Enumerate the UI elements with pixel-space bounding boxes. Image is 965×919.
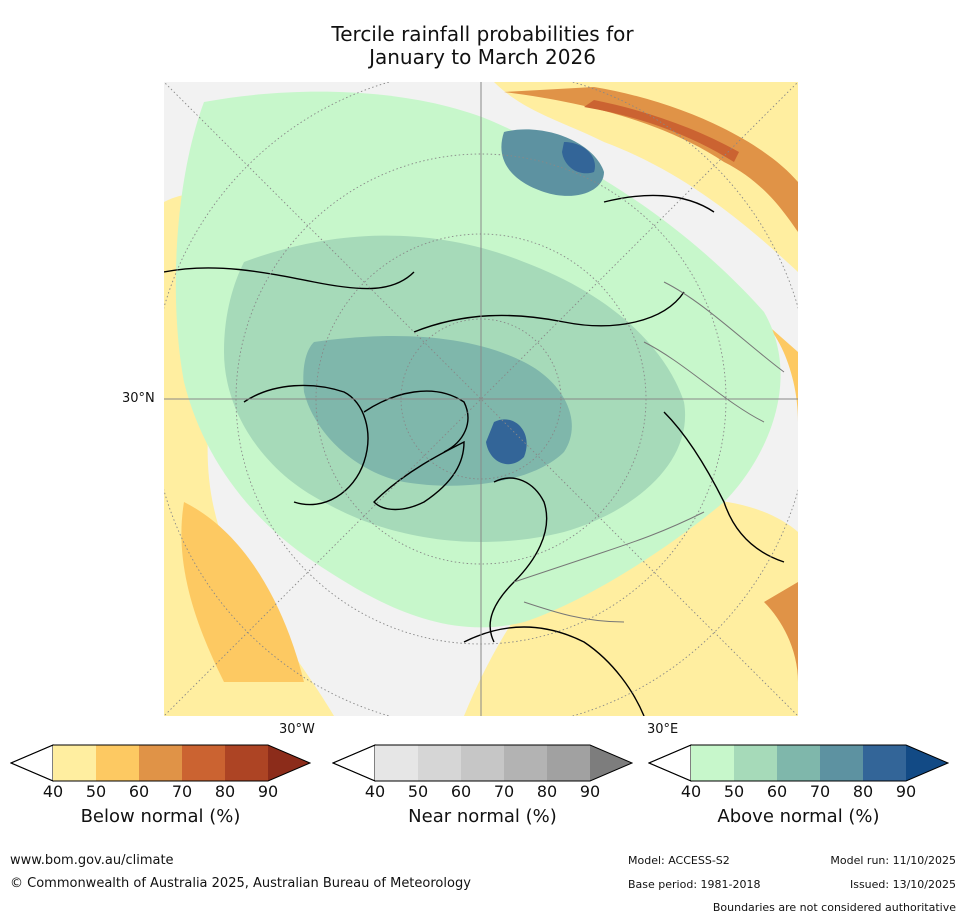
colorbar-above-tick: 90 [895, 782, 917, 801]
field-below-normal-pacific-peak [584, 100, 739, 162]
colorbar-below-segment [96, 745, 139, 781]
colorbar-below-label: Below normal (%) [80, 806, 241, 827]
colorbar-above-svg [648, 744, 949, 782]
colorbar-below-segment [53, 745, 96, 781]
colorbar-above-outline [648, 744, 949, 782]
colorbar-near-segment [418, 745, 461, 781]
colorbar-near-tick: 70 [493, 782, 515, 801]
colorbar-below-tick: 40 [42, 782, 64, 801]
field-above-normal-peak [486, 419, 527, 465]
field-below-normal-se-core [764, 582, 798, 682]
colorbar-near-min-extend [332, 744, 376, 782]
colorbar-below-tick: 50 [85, 782, 107, 801]
footer-model-run: Model run: 11/10/2025 [830, 854, 956, 867]
colorbar-near-svg [332, 744, 633, 782]
colorbar-above-segment [734, 745, 777, 781]
colorbar-below-segment [139, 745, 182, 781]
coastlines [164, 194, 785, 716]
colorbar-above [648, 744, 949, 782]
colorbar-near-label: Near normal (%) [408, 806, 557, 827]
colorbar-above-segment [777, 745, 820, 781]
colorbar-above-tick: 50 [723, 782, 745, 801]
colorbar-above-segment [820, 745, 863, 781]
colorbar-above-segment [863, 745, 906, 781]
colorbar-near-max-extend [590, 745, 632, 781]
colorbar-near-tick: 40 [364, 782, 386, 801]
colorbar-above-segment [691, 745, 734, 781]
colorbar-near-tick: 90 [579, 782, 601, 801]
footer-website: www.bom.gov.au/climate [10, 853, 174, 868]
country-borders [513, 281, 785, 623]
footer-issued: Issued: 13/10/2025 [849, 878, 956, 891]
colorbar-below [10, 744, 311, 782]
colorbar-above-tick: 40 [680, 782, 702, 801]
colorbar-near-segment [504, 745, 547, 781]
colorbar-below-outline [10, 744, 311, 782]
field-below-normal-east [764, 322, 798, 422]
lon-label-30e: 30°E [647, 722, 679, 737]
colorbar-above-max-extend [906, 745, 948, 781]
colorbar-below-max-extend [268, 745, 310, 781]
lon-label-30w: 30°W [279, 722, 315, 737]
colorbar-below-min-extend [10, 744, 54, 782]
footer-base-period: Base period: 1981-2018 [628, 878, 761, 891]
colorbar-above-min-extend [648, 744, 692, 782]
colorbar-near-outline [332, 744, 633, 782]
colorbar-near-segment [461, 745, 504, 781]
colorbar-below-tick: 70 [171, 782, 193, 801]
footer-model: Model: ACCESS-S2 [628, 854, 730, 867]
polar-rainfall-map [164, 82, 798, 716]
colorbar-below-tick: 90 [257, 782, 279, 801]
field-below-normal-sw [181, 502, 304, 682]
colorbar-below-tick: 80 [214, 782, 236, 801]
colorbar-above-tick: 80 [852, 782, 874, 801]
colorbar-near-segment [375, 745, 418, 781]
map-title-line1: Tercile rainfall probabilities for [331, 22, 634, 46]
meridian-lines [164, 82, 798, 716]
colorbar-above-tick: 60 [766, 782, 788, 801]
colorbar-near [332, 744, 633, 782]
colorbar-near-segment [547, 745, 590, 781]
footer-copyright: © Commonwealth of Australia 2025, Austra… [10, 876, 471, 891]
footer-disclaimer: Boundaries are not considered authoritat… [712, 901, 956, 914]
map-canvas [164, 82, 798, 716]
colorbar-below-svg [10, 744, 311, 782]
field-below-normal-se [464, 499, 798, 716]
colorbar-below-tick: 60 [128, 782, 150, 801]
field-above-normal-north-peak [562, 142, 595, 174]
colorbar-near-tick: 80 [536, 782, 558, 801]
colorbar-below-segment [182, 745, 225, 781]
lat-label-30n: 30°N [122, 391, 155, 406]
colorbar-below-segment [225, 745, 268, 781]
colorbar-above-label: Above normal (%) [717, 806, 880, 827]
colorbar-above-tick: 70 [809, 782, 831, 801]
colorbar-near-tick: 60 [450, 782, 472, 801]
map-title-line2: January to March 2026 [369, 45, 596, 69]
colorbar-near-tick: 50 [407, 782, 429, 801]
